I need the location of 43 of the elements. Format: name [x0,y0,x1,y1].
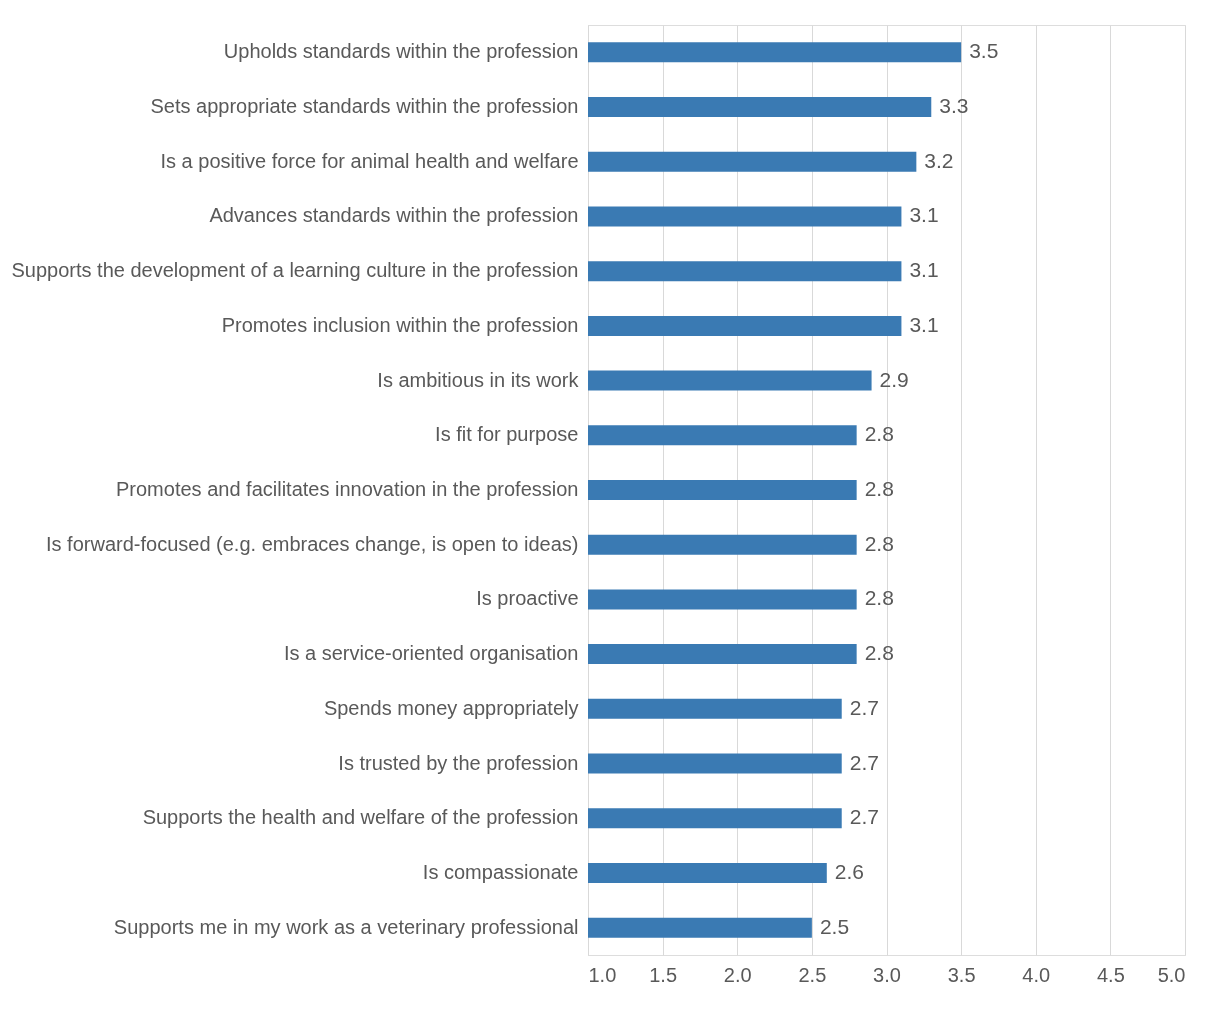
x-tick-label: 4.0 [1022,963,1051,986]
data-label: 3.5 [969,39,999,63]
y-tick-label: Is forward-focused (e.g. embraces change, is open to ideas) [46,532,579,555]
y-tick-label: Promotes inclusion within the profession [221,313,579,336]
y-tick-label: Spends money appropriately [323,696,579,719]
x-tick-label: 2.5 [798,963,827,986]
data-label: 2.8 [864,586,894,610]
data-label: 2.8 [864,422,894,446]
data-label: 3.2 [924,148,954,172]
y-tick-label: Is ambitious in its work [377,368,580,391]
x-tick-label: 5.0 [1157,963,1186,986]
y-tick-label: Supports the health and welfare of the profession [142,806,579,829]
data-label: 2.7 [849,805,879,829]
y-tick-label: Supports me in my work as a veterinary professional [113,915,579,938]
x-tick-label: 1.0 [588,963,617,986]
data-label: 3.1 [909,258,939,282]
data-label: 3.3 [939,94,969,118]
y-tick-label: Is compassionate [422,860,579,883]
x-tick-label: 3.5 [947,963,976,986]
y-tick-label: Advances standards within the profession [209,204,579,227]
y-tick-label: Is proactive [476,587,579,610]
y-tick-label: Is a positive force for animal health and welfare [160,149,579,172]
data-label: 2.6 [834,859,864,883]
x-tick-label: 2.0 [723,963,752,986]
y-tick-label: Upholds standards within the profession [223,40,579,63]
y-tick-label: Promotes and facilitates innovation in the profession [116,478,579,500]
data-label: 2.7 [849,750,879,774]
data-label: 2.8 [864,477,894,500]
data-label: 2.9 [879,367,909,391]
data-label: 2.8 [864,531,894,555]
x-tick-label: 1.5 [649,963,678,986]
x-tick-label: 3.0 [873,963,901,986]
data-label: 2.5 [819,914,850,938]
y-tick-label: Supports the development of a learning culture in the profession [11,259,579,282]
y-tick-label: Is trusted by the profession [338,751,579,774]
data-label: 3.1 [909,203,939,227]
data-label: 2.7 [849,695,879,719]
x-tick-label: 4.5 [1096,963,1125,986]
y-tick-label: Is fit for purpose [435,423,579,446]
y-tick-label: Sets appropriate standards within the profession [150,95,579,118]
data-label: 3.1 [909,312,939,336]
y-tick-label: Is a service-oriented organisation [283,642,579,665]
data-label: 2.8 [864,641,894,665]
